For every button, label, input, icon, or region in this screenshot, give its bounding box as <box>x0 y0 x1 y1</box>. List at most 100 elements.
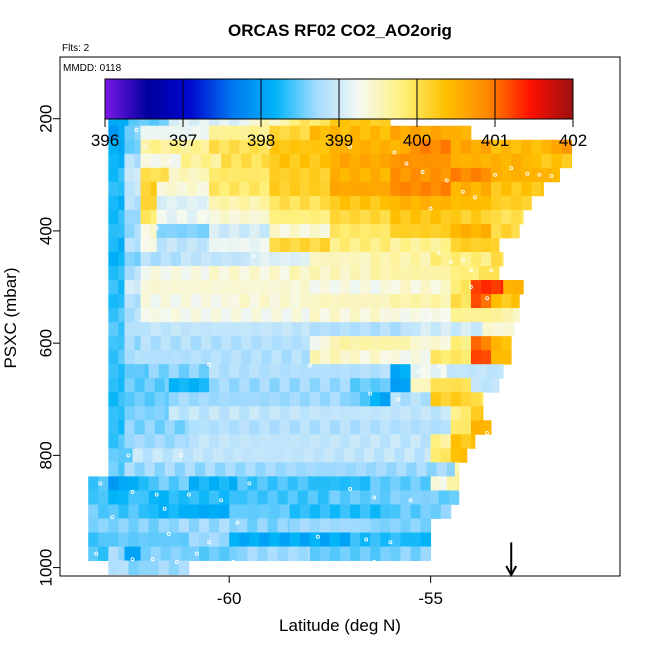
heatmap-cell <box>350 237 361 253</box>
heatmap-cell <box>420 420 432 435</box>
heatmap-cell <box>346 462 357 477</box>
down-arrow-icon <box>505 542 518 578</box>
heatmap-cell <box>209 546 220 561</box>
heatmap-cell <box>118 167 125 183</box>
heatmap-cell <box>201 153 212 169</box>
heatmap-cell <box>436 462 448 477</box>
heatmap-cell <box>297 546 309 561</box>
heatmap-cell <box>531 181 542 197</box>
heatmap-cell <box>350 139 361 155</box>
heatmap-cell <box>190 125 202 141</box>
heatmap-cell <box>269 392 280 407</box>
sample-point <box>348 487 353 491</box>
heatmap-cell <box>511 167 522 183</box>
heatmap-cell <box>481 308 492 323</box>
heatmap-cell <box>219 195 230 211</box>
heatmap-cell <box>299 139 311 155</box>
heatmap-cell <box>450 392 462 407</box>
heatmap-cell <box>513 280 524 295</box>
heatmap-cell <box>380 153 391 169</box>
heatmap-cell <box>350 406 361 421</box>
heatmap-cell <box>231 308 242 323</box>
heatmap-cell <box>481 378 492 393</box>
heatmap-cell <box>188 406 200 421</box>
heatmap-cell <box>279 181 291 197</box>
sample-point <box>485 430 490 435</box>
heatmap-cell <box>231 251 242 267</box>
y-axis-label: PSXC (mbar) <box>1 267 20 368</box>
heatmap-cell <box>319 406 331 421</box>
heatmap-cell <box>239 406 250 421</box>
heatmap-cell <box>239 125 250 141</box>
heatmap-cell <box>430 392 442 407</box>
heatmap-cell <box>108 195 119 211</box>
heatmap-cell <box>350 378 361 393</box>
colorbar-tick-label: 399 <box>325 131 353 150</box>
heatmap-cell <box>150 139 162 155</box>
heatmap-cell <box>430 280 442 295</box>
heatmap-cell <box>430 294 442 309</box>
heatmap-cell <box>380 139 391 155</box>
heatmap-cell <box>487 364 498 379</box>
heatmap-cell <box>239 392 250 407</box>
heatmap-cell <box>225 462 236 477</box>
heatmap-cell <box>124 546 135 561</box>
heatmap-cell <box>329 139 341 155</box>
heatmap-cell <box>221 350 232 365</box>
heatmap-cell <box>188 504 200 519</box>
heatmap-cell <box>144 392 156 407</box>
heatmap-cell <box>207 181 210 197</box>
heatmap-cell <box>340 532 351 547</box>
heatmap-cell <box>118 237 125 253</box>
heatmap-cell <box>124 406 135 421</box>
heatmap-cell <box>309 308 321 323</box>
heatmap-cell <box>309 223 321 239</box>
heatmap-cell <box>511 181 522 197</box>
heatmap-cell <box>481 223 492 239</box>
heatmap-cell <box>299 209 311 225</box>
heatmap-cell <box>209 139 220 155</box>
heatmap-cell <box>259 406 270 421</box>
heatmap-cell <box>309 476 321 491</box>
heatmap-cell <box>289 223 301 239</box>
heatmap-cell <box>229 195 240 211</box>
heatmap-cell <box>299 237 311 253</box>
heatmap-cell <box>198 406 210 421</box>
heatmap-cell <box>390 546 401 561</box>
heatmap-cell <box>370 223 381 239</box>
heatmap-cell <box>319 322 331 337</box>
heatmap-cell <box>211 280 222 295</box>
heatmap-cell <box>229 167 240 183</box>
heatmap-cell <box>150 308 162 323</box>
heatmap-cell <box>400 392 411 407</box>
heatmap-cell <box>186 209 198 225</box>
heatmap-cell <box>319 378 331 393</box>
sample-point <box>392 150 397 155</box>
heatmap-cell <box>124 153 135 169</box>
heatmap-cell <box>370 378 381 393</box>
heatmap-cell <box>390 223 401 239</box>
heatmap-cell <box>140 181 152 197</box>
heatmap-cell <box>440 125 452 141</box>
sample-point <box>489 268 494 273</box>
heatmap-cell <box>299 125 311 141</box>
heatmap-cell <box>350 350 361 365</box>
heatmap-cell <box>108 476 119 491</box>
heatmap-cell <box>289 294 301 309</box>
heatmap-cell <box>289 195 301 211</box>
heatmap-cell <box>271 308 282 323</box>
heatmap-cell <box>400 294 411 309</box>
heatmap-cell <box>144 462 156 477</box>
heatmap-cell <box>360 364 371 379</box>
heatmap-cell <box>140 209 152 225</box>
heatmap-cell <box>301 336 311 351</box>
heatmap-cell <box>188 518 200 533</box>
heatmap-cell <box>229 532 240 547</box>
heatmap-cell <box>481 139 492 155</box>
heatmap-cell <box>460 406 472 421</box>
heatmap-cell <box>172 448 184 463</box>
heatmap-cell <box>219 378 230 393</box>
heatmap-cell <box>158 364 170 379</box>
heatmap-cell <box>219 504 230 519</box>
